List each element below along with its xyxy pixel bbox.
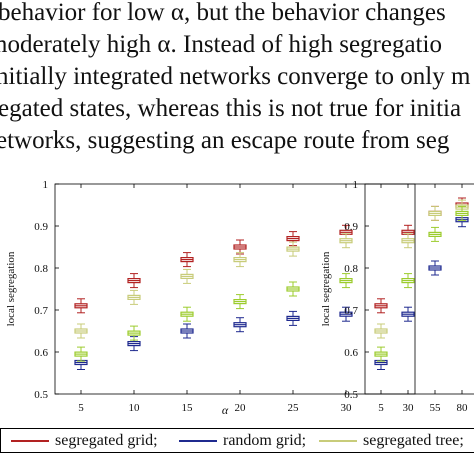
box-mark (428, 226, 442, 242)
box-mark (374, 323, 388, 339)
box-mark (401, 273, 415, 289)
box-mark (286, 281, 300, 297)
y-axis-label: local segregation (320, 251, 332, 326)
legend-label: segregated tree; (363, 432, 464, 449)
legend-label: random grid; (223, 432, 307, 449)
body-line: nitially integrated networks converge to… (0, 63, 471, 90)
x-tick-label: 25 (288, 402, 300, 414)
y-tick-label: 0.5 (344, 389, 358, 401)
box-mark (74, 346, 88, 362)
plot-frame (54, 183, 416, 395)
box-mark (74, 298, 88, 314)
y-tick-label: 0.9 (344, 221, 358, 233)
y-tick-label: 1 (353, 179, 359, 191)
box-mark (233, 294, 247, 310)
y-tick-label: 0.8 (34, 263, 48, 275)
y-tick-label: 1 (43, 179, 49, 191)
x-tick-label: 80 (457, 402, 469, 414)
x-tick-label: 15 (182, 402, 194, 414)
box-mark (180, 323, 194, 339)
paper-body-text: behavior for low α, but the behavior cha… (0, 0, 474, 200)
box-mark (339, 306, 353, 322)
box-mark (455, 205, 469, 221)
y-tick-label: 0.8 (344, 263, 358, 275)
body-line: moderately high α. Instead of high segre… (0, 31, 442, 58)
x-tick-label: 5 (78, 402, 84, 414)
box-mark (127, 289, 141, 305)
box-mark (374, 346, 388, 362)
y-axis-label: local segregation (5, 251, 17, 326)
body-line: egated states, whereas this is not true … (0, 95, 462, 122)
legend-swatch (179, 440, 217, 442)
x-tick-label: 30 (341, 402, 353, 414)
box-mark (233, 317, 247, 333)
legend-swatch (319, 440, 357, 442)
box-mark (127, 273, 141, 289)
box-mark (339, 233, 353, 249)
box-mark (74, 323, 88, 339)
box-mark (180, 306, 194, 322)
box-mark (180, 268, 194, 284)
x-tick-label: 10 (129, 402, 141, 414)
box-mark (180, 252, 194, 268)
y-tick-label: 0.7 (344, 305, 358, 317)
legend-label: segregated grid; (55, 432, 158, 449)
box-mark (401, 233, 415, 249)
box-mark (428, 260, 442, 276)
box-mark (339, 273, 353, 289)
x-tick-label: 55 (430, 402, 442, 414)
y-tick-label: 0.7 (34, 305, 48, 317)
box-mark (286, 241, 300, 257)
chart-right: 0.5 0.6 0.7 0.8 0.9 1 local segregation 5 30 55 80… (320, 179, 474, 414)
box-mark (286, 310, 300, 326)
legend-swatch (11, 440, 49, 442)
box-mark (374, 298, 388, 314)
plot-frame (364, 183, 474, 395)
y-tick-label: 0.6 (34, 347, 48, 359)
box-mark (127, 325, 141, 341)
y-tick-label: 0.6 (344, 347, 358, 359)
x-axis-label: α (222, 403, 229, 417)
y-tick-label: 0.9 (34, 221, 48, 233)
body-line: behavior for low α, but the behavior cha… (0, 0, 446, 26)
x-tick-label: 30 (403, 402, 415, 414)
legend: segregated grid; random grid; segregated… (0, 428, 474, 453)
body-line: etworks, suggesting an escape route from… (0, 127, 450, 154)
x-tick-label: 20 (235, 402, 247, 414)
x-tick-label: 5 (378, 402, 384, 414)
box-mark (401, 306, 415, 322)
box-mark (233, 239, 247, 255)
box-mark (233, 252, 247, 268)
y-tick-label: 0.5 (34, 389, 48, 401)
box-mark (428, 205, 442, 221)
